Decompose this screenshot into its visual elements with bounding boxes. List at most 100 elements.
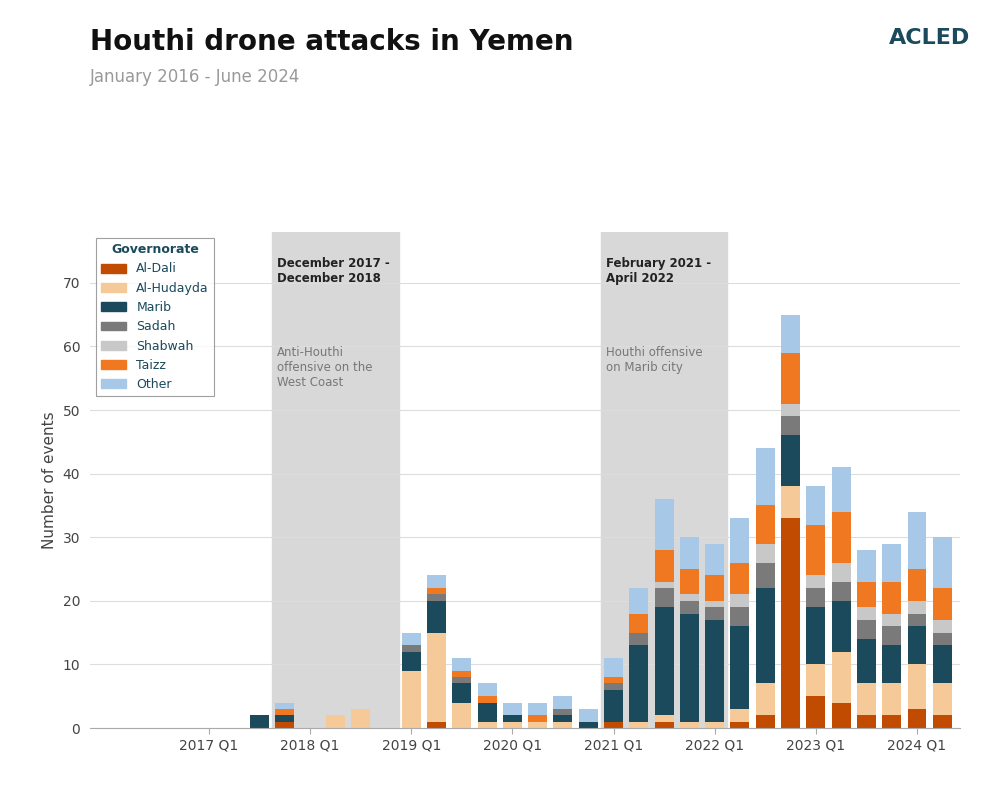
Bar	[503, 722, 522, 728]
Bar	[908, 512, 926, 569]
Bar	[680, 614, 699, 722]
Bar	[882, 683, 901, 715]
Bar	[478, 702, 497, 722]
Bar	[503, 715, 522, 722]
Y-axis label: Number of events: Number of events	[42, 411, 57, 549]
Bar	[756, 543, 775, 562]
Bar	[275, 702, 294, 709]
Bar	[781, 404, 800, 417]
Bar	[427, 594, 446, 601]
Bar	[756, 683, 775, 715]
Bar	[832, 512, 851, 562]
Bar	[655, 499, 674, 550]
Bar	[781, 314, 800, 353]
Legend: Al-Dali, Al-Hudayda, Marib, Sadah, Shabwah, Taizz, Other: Al-Dali, Al-Hudayda, Marib, Sadah, Shabw…	[96, 238, 214, 396]
Bar	[553, 715, 572, 722]
Bar	[806, 588, 825, 607]
Bar	[629, 722, 648, 728]
Bar	[832, 582, 851, 601]
Text: Houthi offensive
on Marib city: Houthi offensive on Marib city	[606, 346, 703, 374]
Bar	[832, 702, 851, 728]
Bar	[579, 722, 598, 728]
Bar	[629, 633, 648, 646]
Bar	[452, 677, 471, 683]
Bar	[680, 569, 699, 594]
Bar	[629, 646, 648, 722]
Bar	[857, 715, 876, 728]
Bar	[452, 683, 471, 702]
Bar	[730, 709, 749, 722]
Bar	[908, 569, 926, 601]
Bar	[655, 722, 674, 728]
Bar	[427, 633, 446, 722]
Bar	[528, 702, 547, 715]
Bar	[553, 709, 572, 715]
Text: Anti-Houthi
offensive on the
West Coast: Anti-Houthi offensive on the West Coast	[277, 346, 373, 390]
Bar	[427, 601, 446, 633]
Bar	[402, 652, 421, 670]
Bar	[756, 448, 775, 506]
Bar	[275, 715, 294, 722]
Bar	[452, 702, 471, 728]
Bar	[908, 614, 926, 626]
Bar	[629, 588, 648, 614]
Bar	[705, 607, 724, 620]
Text: December 2017 -
December 2018: December 2017 - December 2018	[277, 258, 390, 286]
Bar	[275, 709, 294, 715]
Bar	[655, 715, 674, 722]
Bar	[781, 486, 800, 518]
Bar	[806, 575, 825, 588]
Bar	[908, 665, 926, 709]
Bar	[806, 665, 825, 696]
Bar	[604, 658, 623, 677]
Bar	[933, 683, 952, 715]
Text: February 2021 -
April 2022: February 2021 - April 2022	[606, 258, 711, 286]
Bar	[705, 620, 724, 722]
Bar	[857, 620, 876, 639]
Bar	[427, 588, 446, 594]
Bar	[705, 543, 724, 575]
Bar	[857, 550, 876, 582]
Bar	[478, 722, 497, 728]
Bar	[908, 626, 926, 665]
Bar	[272, 232, 399, 728]
Bar	[857, 607, 876, 620]
Bar	[857, 683, 876, 715]
Bar	[806, 525, 825, 575]
Bar	[705, 722, 724, 728]
Bar	[402, 633, 421, 646]
Bar	[882, 543, 901, 582]
Bar	[806, 607, 825, 665]
Bar	[705, 601, 724, 607]
Bar	[882, 582, 901, 614]
Bar	[756, 506, 775, 543]
Bar	[655, 550, 674, 582]
Bar	[528, 715, 547, 722]
Bar	[478, 696, 497, 702]
Bar	[882, 626, 901, 646]
Bar	[553, 722, 572, 728]
Bar	[933, 588, 952, 620]
Bar	[250, 715, 269, 728]
Bar	[933, 715, 952, 728]
Bar	[604, 683, 623, 690]
Bar	[781, 435, 800, 486]
Bar	[503, 702, 522, 715]
Bar	[680, 594, 699, 601]
Bar	[680, 722, 699, 728]
Bar	[781, 417, 800, 435]
Bar	[326, 715, 345, 728]
Bar	[452, 670, 471, 677]
Bar	[655, 607, 674, 715]
Bar	[882, 646, 901, 683]
Bar	[832, 562, 851, 582]
Bar	[402, 670, 421, 728]
Text: Houthi drone attacks in Yemen: Houthi drone attacks in Yemen	[90, 28, 574, 56]
Bar	[655, 588, 674, 607]
Bar	[832, 652, 851, 702]
Bar	[857, 582, 876, 607]
Bar	[908, 709, 926, 728]
Bar	[832, 601, 851, 652]
Bar	[806, 486, 825, 525]
Bar	[604, 722, 623, 728]
